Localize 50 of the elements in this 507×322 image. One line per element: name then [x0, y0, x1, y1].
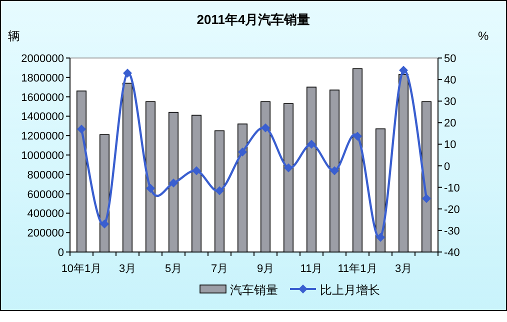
point — [146, 184, 155, 193]
point — [238, 147, 247, 156]
y2-tick-label: 30 — [444, 96, 456, 108]
y-tick-label: 0 — [58, 247, 64, 259]
x-tick-label: 3月 — [118, 263, 136, 275]
point — [353, 132, 362, 141]
point — [307, 140, 316, 149]
y-tick-label: 1200000 — [21, 130, 64, 143]
legend-label: 比上月增长 — [320, 283, 380, 297]
y2-tick-label: 10 — [444, 139, 456, 152]
x-tick-label: 10年1月 — [61, 263, 102, 275]
y2-tick-label: 50 — [444, 53, 456, 65]
y2-tick-label: -20 — [444, 204, 460, 216]
point — [215, 186, 224, 196]
x-tick-label: 7月 — [210, 263, 228, 275]
x-tick-label: 9月 — [256, 263, 274, 275]
point — [330, 166, 339, 176]
point — [261, 123, 270, 132]
chart-title: 2011年4月汽车销量 — [196, 12, 310, 27]
y-tick-label: 600000 — [27, 188, 64, 201]
point — [376, 232, 385, 242]
point — [77, 124, 86, 134]
legend-label: 汽车销量 — [230, 283, 278, 297]
point — [422, 194, 431, 204]
y-tick-label: 800000 — [27, 169, 64, 182]
y2-tick-label: -10 — [444, 182, 460, 194]
y-tick-label: 1600000 — [21, 92, 64, 104]
point — [169, 178, 178, 188]
y2-tick-label: -40 — [444, 247, 460, 259]
point — [192, 166, 201, 176]
y2-tick-label: 0 — [444, 160, 450, 173]
y-tick-label: 1000000 — [21, 150, 64, 162]
point — [284, 163, 293, 172]
point — [123, 68, 132, 78]
y-tick-label: 400000 — [27, 208, 64, 220]
x-tick-label: 3月 — [394, 263, 412, 275]
point — [399, 66, 408, 75]
point — [100, 219, 109, 228]
y-tick-label: 1800000 — [21, 72, 64, 84]
x-tick-label: 5月 — [164, 263, 182, 275]
y2-tick-label: -30 — [444, 225, 460, 238]
y2-tick-label: 40 — [444, 74, 456, 87]
y-tick-label: 2000000 — [21, 53, 64, 65]
y2-axis-title: % — [478, 29, 489, 43]
y-axis-title: 辆 — [8, 29, 20, 43]
x-tick-label: 11月 — [300, 263, 323, 275]
y-tick-label: 200000 — [27, 228, 64, 240]
y-tick-label: 1400000 — [21, 111, 64, 124]
y2-tick-label: 20 — [444, 118, 456, 130]
x-tick-label: 11年1月 — [338, 263, 378, 275]
